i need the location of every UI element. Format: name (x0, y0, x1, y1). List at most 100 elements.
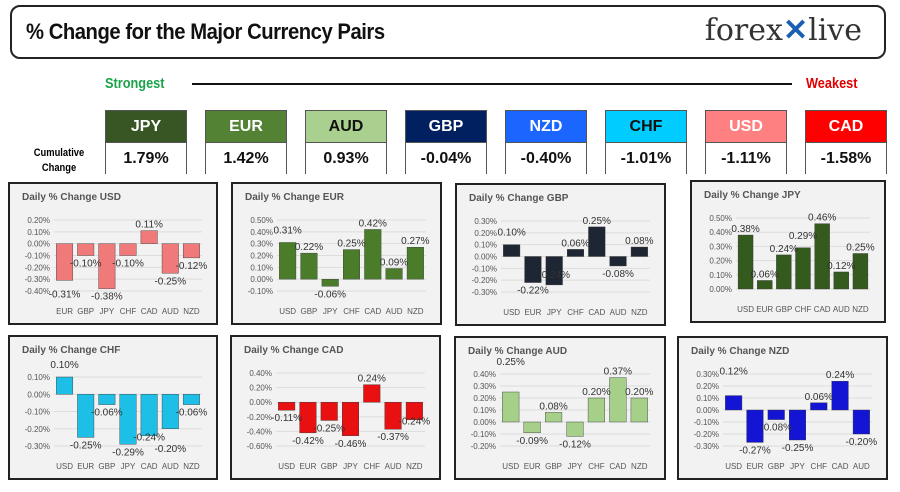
bar-usd (279, 242, 297, 280)
x-tick-label: JPY (568, 462, 583, 471)
data-label: 0.10% (50, 360, 78, 371)
x-tick-label: GBP (98, 462, 115, 471)
y-tick-label: -0.20% (694, 430, 719, 439)
bar-cad (364, 229, 382, 280)
y-tick-label: 0.00% (250, 275, 273, 284)
bar-chf (587, 397, 605, 423)
chart-title: Daily % Change USD (22, 192, 121, 203)
data-label: -0.06% (91, 408, 123, 419)
x-tick-label: JPY (547, 308, 562, 317)
y-tick-label: 0.10% (27, 373, 50, 382)
bar-cad (814, 223, 830, 290)
bar-cad (831, 381, 849, 411)
y-tick-label: -0.10% (248, 287, 273, 296)
bar-nzd (182, 394, 200, 405)
bar-chf (363, 384, 381, 403)
bar-aud (161, 243, 179, 274)
y-tick-label: -0.40% (25, 287, 50, 296)
tile-currency: GBP (406, 111, 486, 143)
tile-value: -1.01% (606, 143, 686, 174)
x-tick-label: CAD (588, 308, 605, 317)
x-tick-label: CAD (832, 462, 849, 471)
ranking-line (192, 83, 792, 85)
bar-aud (609, 256, 627, 267)
y-tick-label: -0.20% (247, 413, 272, 422)
page-title: % Change for the Major Currency Pairs (26, 19, 385, 44)
tile-currency: CHF (606, 111, 686, 143)
y-tick-label: 0.10% (473, 406, 496, 415)
x-tick-label: GBP (768, 462, 785, 471)
data-label: 0.25% (337, 239, 365, 250)
y-tick-label: -0.20% (25, 263, 50, 272)
chart-title: Daily % Change EUR (245, 192, 345, 203)
data-label: -0.09% (516, 436, 548, 447)
tile-eur: EUR 1.42% (205, 110, 287, 174)
bar-gbp (300, 252, 318, 280)
tile-usd: USD -1.11% (705, 110, 787, 174)
data-label: 0.06% (751, 269, 779, 280)
x-tick-label: JPY (100, 307, 115, 316)
y-tick-label: 0.30% (474, 217, 497, 226)
data-label: -0.31% (49, 289, 81, 300)
chart-svg: Daily % Change USD -0.40% -0.30% -0.20% -0.1… (22, 192, 208, 316)
bar-aud (161, 394, 179, 429)
data-label: -0.20% (154, 444, 186, 455)
chart-title: Daily % Change GBP (469, 193, 569, 204)
data-label: -0.42% (292, 436, 324, 447)
x-tick-label: USD (278, 462, 295, 471)
data-label: -0.12% (559, 439, 591, 450)
data-label: -0.37% (377, 432, 409, 443)
chart-title: Daily % Change AUD (468, 346, 567, 357)
y-tick-label: 0.40% (250, 228, 273, 237)
x-tick-label: EUR (524, 308, 541, 317)
y-tick-label: -0.10% (472, 264, 497, 273)
bar-nzd (406, 247, 424, 280)
y-tick-label: -0.30% (25, 275, 50, 284)
data-label: -0.12% (176, 261, 208, 272)
data-label: -0.27% (739, 445, 771, 456)
cumulative-change-label: Cumulative Change (24, 146, 94, 176)
x-tick-label: USD (503, 308, 520, 317)
bar-eur (523, 421, 541, 434)
data-label: 0.20% (582, 387, 610, 398)
y-tick-label: -0.30% (472, 288, 497, 297)
x-tick-label: EUR (56, 307, 73, 316)
y-tick-label: 0.20% (709, 257, 732, 266)
x-tick-label: JPY (343, 462, 358, 471)
data-label: 0.09% (380, 258, 408, 269)
cumulative-label-1: Cumulative (33, 147, 85, 159)
y-tick-label: 0.00% (696, 406, 719, 415)
tile-chf: CHF -1.01% (605, 110, 687, 174)
bar-eur (56, 243, 74, 281)
y-tick-label: 0.00% (473, 418, 496, 427)
bar-gbp (320, 401, 338, 421)
chart-svg: Daily % Change NZD -0.30% -0.20% -0.10% 0.00… (691, 346, 877, 471)
y-tick-label: -0.20% (25, 425, 50, 434)
data-label: 0.38% (731, 224, 759, 235)
bar-chf (342, 249, 361, 280)
data-label: -0.08% (760, 423, 792, 434)
bar-jpy (566, 421, 584, 437)
x-tick-label: EUR (524, 462, 541, 471)
y-tick-label: 0.20% (249, 384, 272, 393)
chart-usd: Daily % Change USD -0.40% -0.30% -0.20% -0.1… (8, 182, 218, 325)
x-tick-label: EUR (756, 305, 773, 314)
bar-eur (299, 401, 317, 434)
bar-usd (725, 395, 743, 411)
data-label: 0.12% (719, 367, 747, 378)
bar-cad (588, 226, 606, 257)
data-label: -0.24% (133, 433, 165, 444)
data-label: 0.31% (273, 225, 301, 236)
data-label: -0.06% (314, 289, 346, 300)
y-tick-label: 0.20% (474, 229, 497, 238)
data-label: 0.24% (358, 374, 386, 385)
tile-value: 1.79% (106, 143, 186, 174)
y-tick-label: 0.30% (250, 240, 273, 249)
data-label: 0.25% (497, 357, 525, 368)
bar-gbp (98, 394, 116, 405)
bar-eur (757, 280, 773, 290)
x-tick-label: CHF (120, 307, 137, 316)
y-tick-label: -0.60% (247, 442, 272, 451)
x-tick-label: CHF (567, 308, 584, 317)
x-tick-label: CAD (141, 307, 158, 316)
